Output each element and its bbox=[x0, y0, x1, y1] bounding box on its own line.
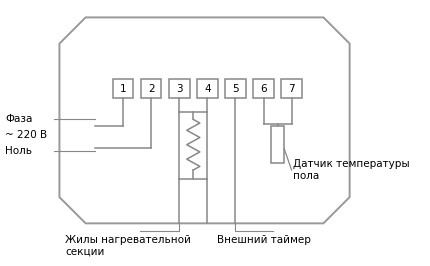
Bar bbox=[281, 79, 302, 98]
Bar bbox=[271, 126, 284, 163]
Text: ~ 220 В: ~ 220 В bbox=[5, 130, 47, 140]
Text: Ноль: Ноль bbox=[5, 146, 32, 156]
Bar bbox=[169, 79, 190, 98]
Text: 5: 5 bbox=[232, 84, 239, 94]
Text: 7: 7 bbox=[288, 84, 295, 94]
Text: Жилы нагревательной
секции: Жилы нагревательной секции bbox=[65, 235, 191, 256]
Text: Внешний таймер: Внешний таймер bbox=[217, 235, 310, 244]
Bar bbox=[253, 79, 274, 98]
Text: Датчик температуры
пола: Датчик температуры пола bbox=[293, 159, 410, 181]
Text: 4: 4 bbox=[204, 84, 211, 94]
Bar bbox=[113, 79, 133, 98]
Bar bbox=[141, 79, 162, 98]
Bar bbox=[197, 79, 218, 98]
Text: 1: 1 bbox=[120, 84, 126, 94]
Text: 6: 6 bbox=[260, 84, 267, 94]
Text: 3: 3 bbox=[176, 84, 183, 94]
Bar bbox=[225, 79, 246, 98]
Text: 2: 2 bbox=[148, 84, 154, 94]
Text: Фаза: Фаза bbox=[5, 114, 33, 123]
